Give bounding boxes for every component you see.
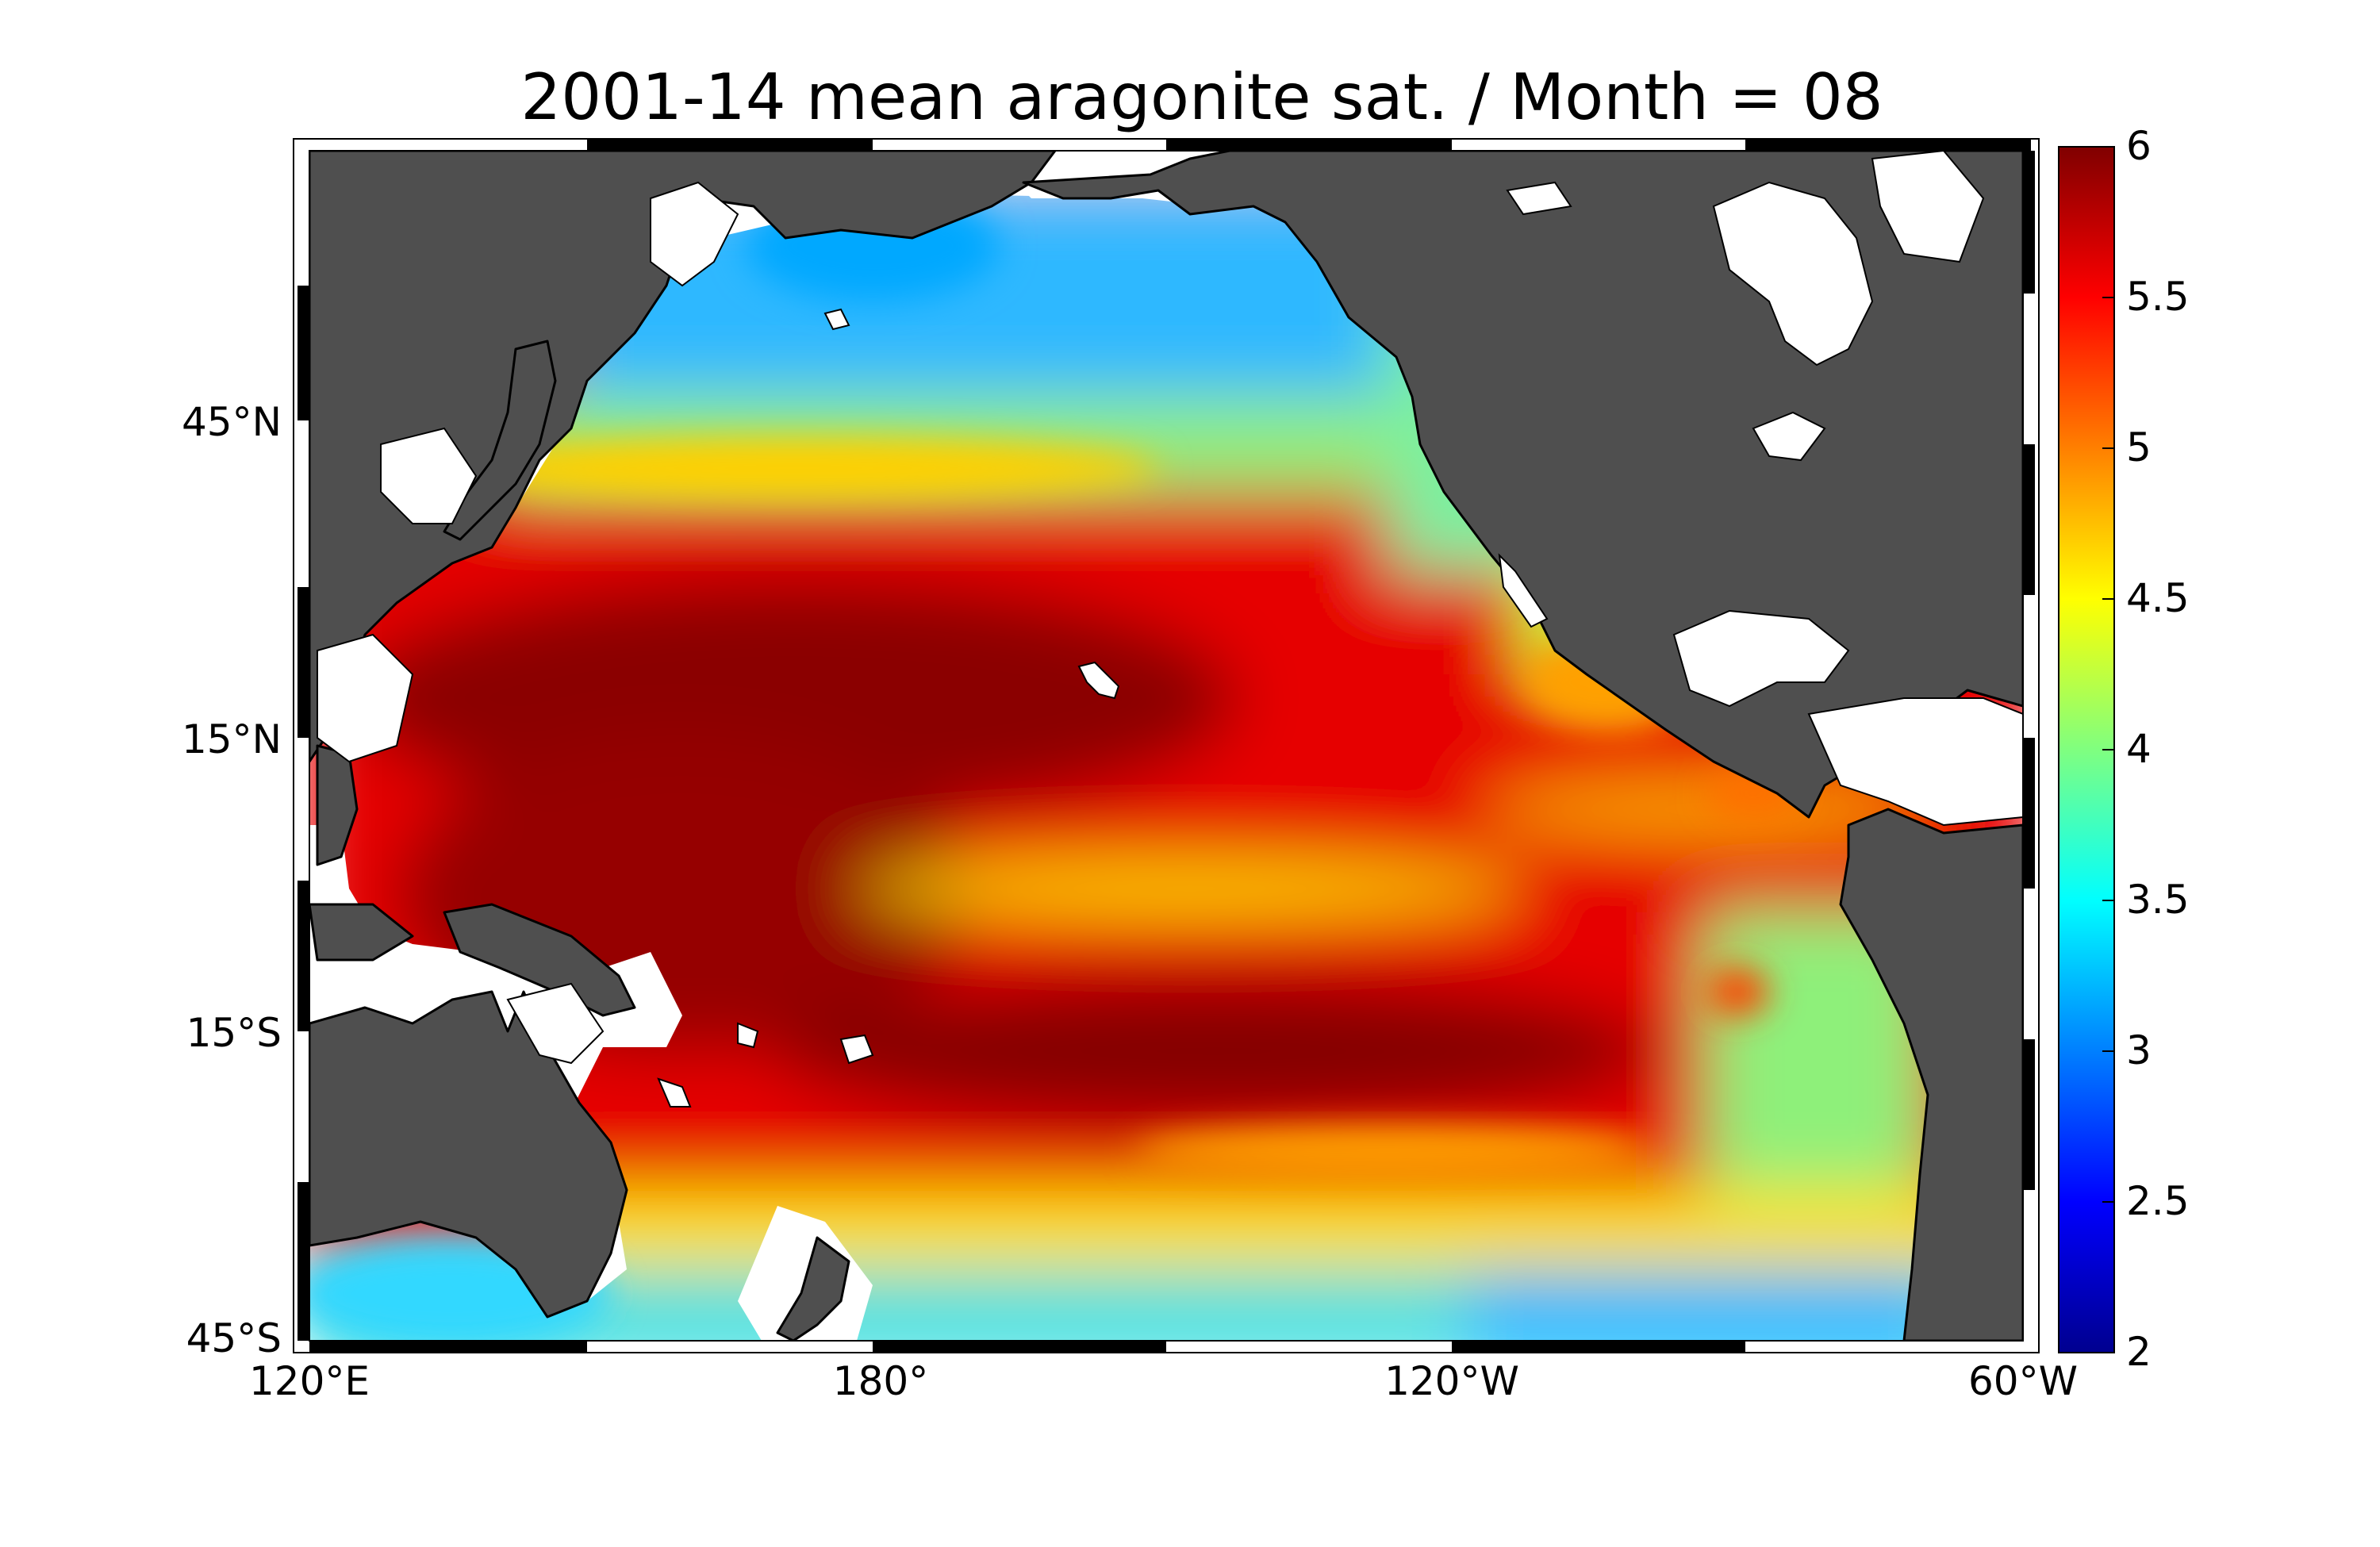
land-new-guinea bbox=[443, 903, 636, 1017]
land-japan bbox=[443, 340, 557, 541]
hawaii bbox=[1077, 661, 1120, 700]
arctic-islands bbox=[1506, 181, 1572, 216]
colorbar-tick-label: 5.5 bbox=[2126, 274, 2190, 320]
yellow-sea bbox=[380, 427, 478, 524]
greenland-gap bbox=[1871, 151, 1985, 263]
aleutian-islands bbox=[823, 308, 850, 331]
colorbar-tick-label: 3 bbox=[2126, 1027, 2152, 1073]
longitude-tick-label: 120°W bbox=[1384, 1358, 1519, 1404]
land-indonesia bbox=[309, 903, 414, 962]
map-title: 2001-14 mean aragonite sat. / Month = 08 bbox=[520, 60, 1883, 134]
colorbar-tick-label: 2.5 bbox=[2126, 1178, 2190, 1224]
land-new-zealand bbox=[776, 1236, 850, 1341]
sea-of-okhotsk bbox=[650, 181, 739, 287]
caribbean bbox=[1807, 697, 2023, 827]
latitude-tick-label: 45°S bbox=[186, 1315, 282, 1361]
land-south-america bbox=[1839, 808, 2023, 1341]
colorbar-tick-label: 2 bbox=[2126, 1329, 2152, 1375]
colorbar-tick-label: 5 bbox=[2126, 424, 2152, 470]
colorbar-tick-label: 6 bbox=[2126, 123, 2152, 169]
lakes-and-white-areas bbox=[317, 151, 2023, 1065]
new-caledonia bbox=[657, 1077, 692, 1107]
latitude-tick-label: 45°N bbox=[181, 399, 282, 445]
islands bbox=[657, 308, 1120, 1107]
fiji-islands bbox=[737, 1022, 759, 1049]
colorbar-tick-label: 4 bbox=[2126, 726, 2152, 772]
hudson-bay bbox=[1712, 181, 1874, 367]
samoa-islands bbox=[839, 1034, 874, 1065]
longitude-tick-label: 120°E bbox=[248, 1358, 370, 1404]
colorbar-tick-label: 4.5 bbox=[2126, 575, 2190, 621]
colorbar-tick-label: 3.5 bbox=[2126, 877, 2190, 923]
coral-sea bbox=[506, 982, 605, 1065]
map-plot-area bbox=[309, 151, 2023, 1341]
colorbar bbox=[2058, 146, 2115, 1353]
land-australia bbox=[309, 990, 628, 1319]
gulf-of-mexico bbox=[1672, 609, 1850, 708]
colorbar-tick-marks bbox=[2102, 297, 2114, 1203]
longitude-tick-label: 60°W bbox=[1967, 1358, 2079, 1404]
gulf-of-california bbox=[1498, 553, 1549, 628]
south-china-sea bbox=[317, 633, 414, 763]
latitude-tick-label: 15°N bbox=[181, 716, 282, 762]
map-frame bbox=[293, 138, 2040, 1353]
longitude-tick-label: 180° bbox=[832, 1358, 929, 1404]
land-asia bbox=[309, 151, 1057, 763]
great-lakes bbox=[1752, 411, 1826, 462]
latitude-tick-label: 15°S bbox=[186, 1010, 282, 1056]
